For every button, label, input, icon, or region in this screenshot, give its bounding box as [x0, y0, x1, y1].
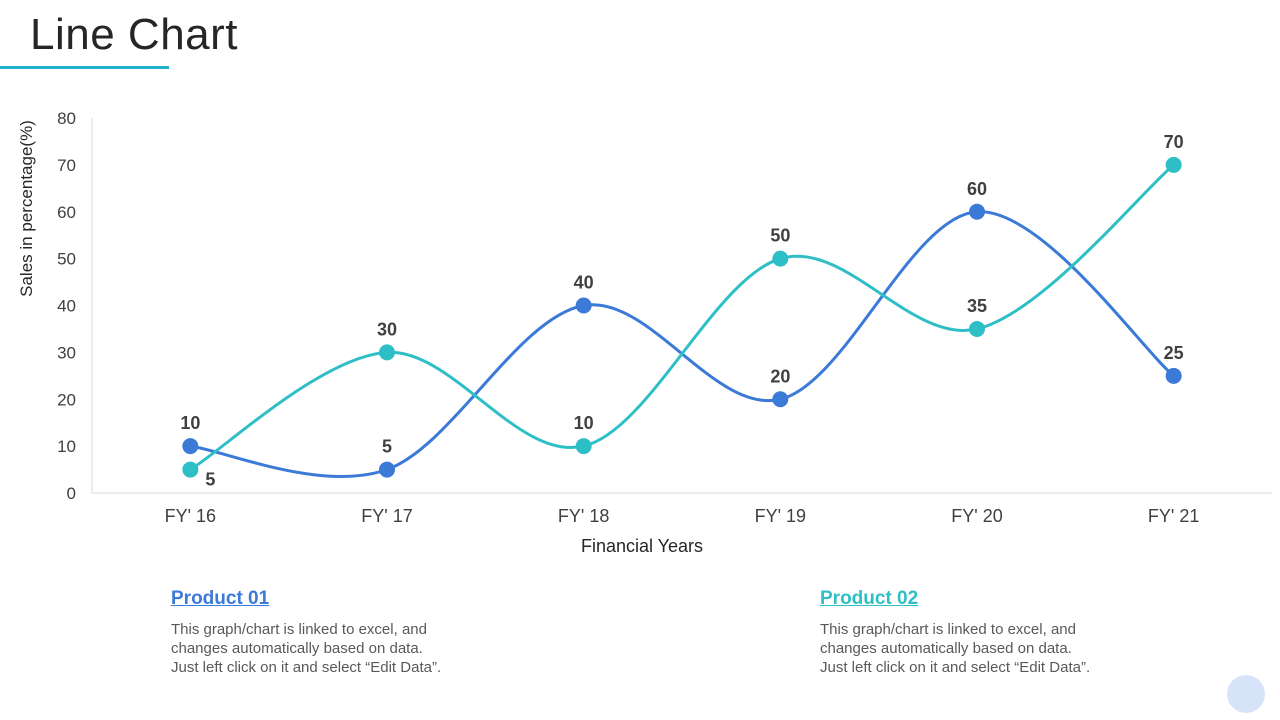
data-label: 10: [574, 413, 594, 433]
data-label: 5: [382, 437, 392, 457]
data-point: [772, 391, 789, 408]
data-point: [379, 344, 395, 361]
data-point: [969, 320, 985, 337]
data-label: 20: [770, 366, 790, 386]
y-tick-label: 50: [57, 250, 76, 269]
y-tick-label: 10: [57, 437, 76, 456]
legend-title-product-01[interactable]: Product 01: [171, 588, 270, 609]
x-axis-title: Financial Years: [581, 536, 703, 556]
data-point: [969, 203, 985, 220]
data-point: [575, 297, 592, 314]
y-tick-label: 60: [57, 203, 76, 222]
data-label: 10: [180, 413, 200, 433]
series-line-2: [189, 163, 1175, 471]
y-tick-label: 40: [57, 297, 76, 316]
data-point: [772, 250, 789, 267]
x-tick-label: FY' 16: [165, 506, 216, 526]
y-tick-label: 80: [57, 109, 76, 128]
y-tick-label: 0: [67, 484, 76, 503]
page-title: Line Chart: [30, 10, 239, 59]
x-tick-label: FY' 21: [1148, 506, 1199, 526]
data-point: [1165, 367, 1182, 384]
data-label: 35: [967, 296, 987, 316]
x-tick-label: FY' 17: [361, 506, 412, 526]
data-label: 40: [574, 273, 594, 293]
legend-description-product-01: This graph/chart is linked to excel, and…: [171, 621, 442, 676]
data-label: 60: [967, 179, 987, 199]
legend-description-product-02: This graph/chart is linked to excel, and…: [820, 621, 1091, 676]
data-point: [1165, 156, 1182, 173]
data-point: [182, 438, 199, 455]
data-point: [575, 438, 592, 455]
y-tick-label: 20: [57, 390, 76, 409]
legend-product-01: Product 01 This graph/chart is linked to…: [171, 588, 491, 677]
x-tick-label: FY' 19: [755, 506, 806, 526]
line-chart: 0 10 20 30 40 50 60 70 80 FY' 16 FY' 17 FY' 18 FY' 1…: [17, 109, 1272, 556]
data-label: 50: [770, 226, 790, 246]
data-label: 25: [1164, 343, 1184, 363]
data-point: [379, 461, 395, 478]
data-point: [182, 461, 199, 478]
y-tick-label: 70: [57, 156, 76, 175]
data-label: 5: [205, 470, 215, 490]
legend-product-02: Product 02 This graph/chart is linked to…: [820, 588, 1140, 677]
y-tick-label: 30: [57, 343, 76, 362]
x-tick-label: FY' 20: [951, 506, 1002, 526]
x-tick-label: FY' 18: [558, 506, 609, 526]
data-label: 30: [377, 319, 397, 339]
data-label: 70: [1164, 132, 1184, 152]
series-line-1: [190, 210, 1175, 478]
y-axis-title: Sales in percentage(%): [17, 120, 36, 297]
title-underline: [0, 66, 169, 69]
legend-title-product-02[interactable]: Product 02: [820, 588, 919, 609]
decorative-circle: [1227, 675, 1265, 713]
